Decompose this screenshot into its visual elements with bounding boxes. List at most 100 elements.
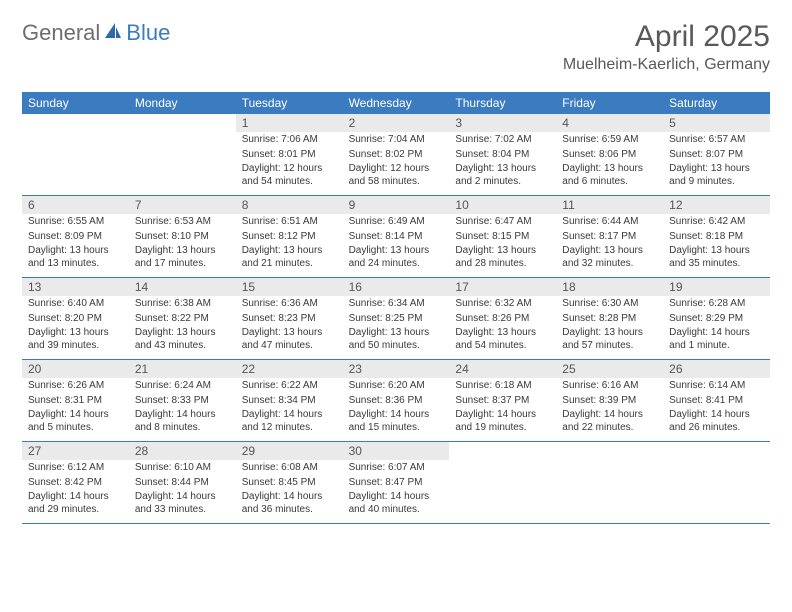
weekday-header-cell: Monday [129,92,236,114]
day-number: 12 [663,196,770,214]
sunrise-text: Sunrise: 6:44 AM [556,214,663,229]
weekday-header-cell: Tuesday [236,92,343,114]
day-number: 27 [22,442,129,460]
weekday-header-cell: Thursday [449,92,556,114]
weekday-header-cell: Wednesday [343,92,450,114]
sunset-text: Sunset: 8:12 PM [236,229,343,244]
sunrise-text: Sunrise: 6:32 AM [449,296,556,311]
sunset-text: Sunset: 8:34 PM [236,393,343,408]
calendar-day-cell: 1Sunrise: 7:06 AMSunset: 8:01 PMDaylight… [236,114,343,196]
sunrise-text: Sunrise: 7:02 AM [449,132,556,147]
calendar-day-cell: 23Sunrise: 6:20 AMSunset: 8:36 PMDayligh… [343,360,450,442]
day-number: 6 [22,196,129,214]
calendar-day-cell: 20Sunrise: 6:26 AMSunset: 8:31 PMDayligh… [22,360,129,442]
calendar-day-cell: 17Sunrise: 6:32 AMSunset: 8:26 PMDayligh… [449,278,556,360]
sunrise-text: Sunrise: 6:22 AM [236,378,343,393]
day-number: 2 [343,114,450,132]
sunset-text: Sunset: 8:39 PM [556,393,663,408]
calendar-day-cell: 11Sunrise: 6:44 AMSunset: 8:17 PMDayligh… [556,196,663,278]
day-number: 14 [129,278,236,296]
sunset-text: Sunset: 8:04 PM [449,147,556,162]
sunset-text: Sunset: 8:18 PM [663,229,770,244]
daylight-text: Daylight: 13 hours and 28 minutes. [449,243,556,270]
day-number: 15 [236,278,343,296]
daylight-text: Daylight: 12 hours and 58 minutes. [343,161,450,188]
day-number: 26 [663,360,770,378]
day-number: 22 [236,360,343,378]
day-number: 17 [449,278,556,296]
day-number: 4 [556,114,663,132]
sunset-text: Sunset: 8:47 PM [343,475,450,490]
sunset-text: Sunset: 8:14 PM [343,229,450,244]
sunset-text: Sunset: 8:44 PM [129,475,236,490]
calendar-page: General Blue April 2025 Muelheim-Kaerlic… [0,0,792,544]
day-number: 16 [343,278,450,296]
calendar-day-cell: 10Sunrise: 6:47 AMSunset: 8:15 PMDayligh… [449,196,556,278]
calendar-body: 1Sunrise: 7:06 AMSunset: 8:01 PMDaylight… [22,114,770,524]
day-number: 29 [236,442,343,460]
sunrise-text: Sunrise: 6:34 AM [343,296,450,311]
sunset-text: Sunset: 8:17 PM [556,229,663,244]
sunset-text: Sunset: 8:28 PM [556,311,663,326]
sunrise-text: Sunrise: 6:07 AM [343,460,450,475]
calendar-day-cell: 28Sunrise: 6:10 AMSunset: 8:44 PMDayligh… [129,442,236,524]
calendar-empty-cell [22,114,129,196]
calendar-day-cell: 9Sunrise: 6:49 AMSunset: 8:14 PMDaylight… [343,196,450,278]
sunrise-text: Sunrise: 6:26 AM [22,378,129,393]
day-number: 10 [449,196,556,214]
location-label: Muelheim-Kaerlich, Germany [563,56,770,74]
daylight-text: Daylight: 13 hours and 13 minutes. [22,243,129,270]
weekday-header-cell: Saturday [663,92,770,114]
sunrise-text: Sunrise: 6:38 AM [129,296,236,311]
sunrise-text: Sunrise: 6:14 AM [663,378,770,393]
daylight-text: Daylight: 14 hours and 40 minutes. [343,489,450,516]
calendar-day-cell: 22Sunrise: 6:22 AMSunset: 8:34 PMDayligh… [236,360,343,442]
daylight-text: Daylight: 14 hours and 5 minutes. [22,407,129,434]
daylight-text: Daylight: 14 hours and 1 minute. [663,325,770,352]
sunrise-text: Sunrise: 6:55 AM [22,214,129,229]
sunrise-text: Sunrise: 6:24 AM [129,378,236,393]
weekday-header-cell: Friday [556,92,663,114]
daylight-text: Daylight: 13 hours and 21 minutes. [236,243,343,270]
calendar-day-cell: 3Sunrise: 7:02 AMSunset: 8:04 PMDaylight… [449,114,556,196]
calendar-empty-cell [556,442,663,524]
calendar-day-cell: 14Sunrise: 6:38 AMSunset: 8:22 PMDayligh… [129,278,236,360]
logo-text-blue: Blue [126,20,170,46]
day-number: 19 [663,278,770,296]
day-number: 1 [236,114,343,132]
day-number: 7 [129,196,236,214]
calendar-empty-cell [449,442,556,524]
sunset-text: Sunset: 8:23 PM [236,311,343,326]
sunset-text: Sunset: 8:29 PM [663,311,770,326]
sunrise-text: Sunrise: 6:16 AM [556,378,663,393]
sunset-text: Sunset: 8:26 PM [449,311,556,326]
calendar-day-cell: 26Sunrise: 6:14 AMSunset: 8:41 PMDayligh… [663,360,770,442]
day-number: 30 [343,442,450,460]
calendar: SundayMondayTuesdayWednesdayThursdayFrid… [22,92,770,524]
calendar-day-cell: 19Sunrise: 6:28 AMSunset: 8:29 PMDayligh… [663,278,770,360]
sunset-text: Sunset: 8:07 PM [663,147,770,162]
sunset-text: Sunset: 8:42 PM [22,475,129,490]
sunrise-text: Sunrise: 6:49 AM [343,214,450,229]
sunset-text: Sunset: 8:33 PM [129,393,236,408]
sunset-text: Sunset: 8:01 PM [236,147,343,162]
day-number: 28 [129,442,236,460]
daylight-text: Daylight: 13 hours and 54 minutes. [449,325,556,352]
calendar-day-cell: 25Sunrise: 6:16 AMSunset: 8:39 PMDayligh… [556,360,663,442]
sunset-text: Sunset: 8:22 PM [129,311,236,326]
weekday-header-row: SundayMondayTuesdayWednesdayThursdayFrid… [22,92,770,114]
calendar-day-cell: 2Sunrise: 7:04 AMSunset: 8:02 PMDaylight… [343,114,450,196]
daylight-text: Daylight: 13 hours and 9 minutes. [663,161,770,188]
day-number: 20 [22,360,129,378]
day-number: 21 [129,360,236,378]
daylight-text: Daylight: 13 hours and 35 minutes. [663,243,770,270]
brand-logo: General Blue [22,20,170,46]
calendar-day-cell: 6Sunrise: 6:55 AMSunset: 8:09 PMDaylight… [22,196,129,278]
calendar-day-cell: 12Sunrise: 6:42 AMSunset: 8:18 PMDayligh… [663,196,770,278]
daylight-text: Daylight: 12 hours and 54 minutes. [236,161,343,188]
daynum-empty [22,114,129,132]
day-number: 24 [449,360,556,378]
sunrise-text: Sunrise: 6:30 AM [556,296,663,311]
sunset-text: Sunset: 8:45 PM [236,475,343,490]
daylight-text: Daylight: 14 hours and 33 minutes. [129,489,236,516]
